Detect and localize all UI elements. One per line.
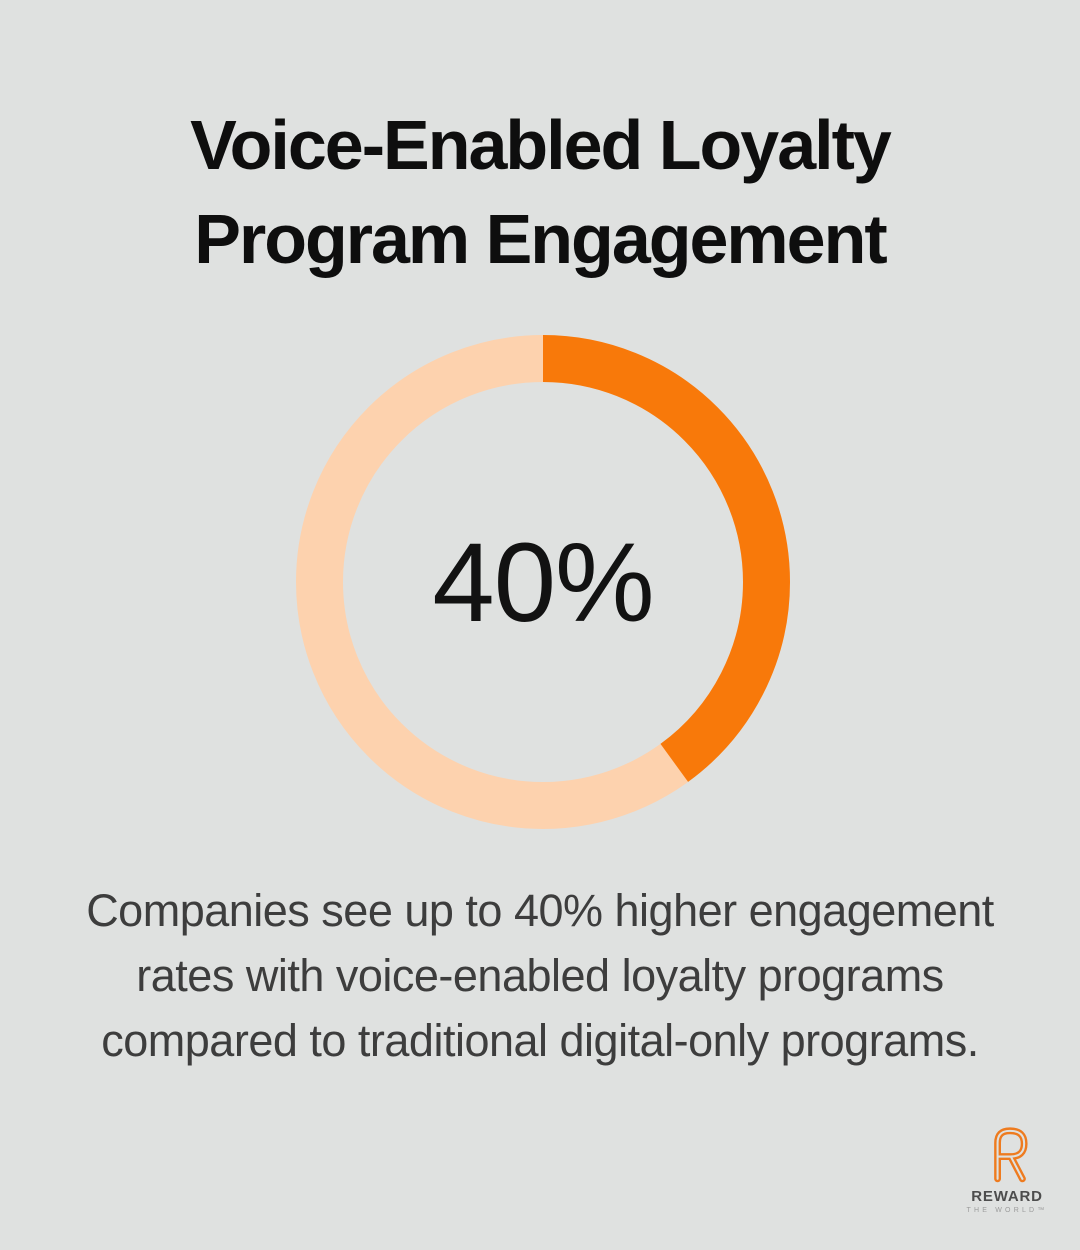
page-title-line1: Voice-Enabled Loyalty [190, 106, 892, 184]
reward-r-icon [994, 1127, 1028, 1183]
description-line: rates with voice-enabled loyalty program… [136, 950, 944, 1001]
description-line: compared to traditional digital-only pro… [101, 1015, 979, 1066]
brand-tagline: THE WORLD™ [966, 1207, 1048, 1214]
description-text: Companies see up to 40% higher engagemen… [0, 878, 1080, 1073]
donut-progress-arc [296, 335, 790, 829]
page-title: Voice-Enabled Loyalty Program Engagement [0, 98, 1080, 286]
brand-logo: REWARD THE WORLD™ [960, 1124, 1054, 1214]
donut-chart-svg [296, 335, 790, 829]
donut-center-value: 40% [432, 519, 654, 645]
page-title-line2: Program Engagement [194, 200, 887, 278]
donut-chart: 40% [296, 335, 790, 829]
description-line: Companies see up to 40% higher engagemen… [86, 885, 994, 936]
brand-name: REWARD [971, 1188, 1043, 1205]
